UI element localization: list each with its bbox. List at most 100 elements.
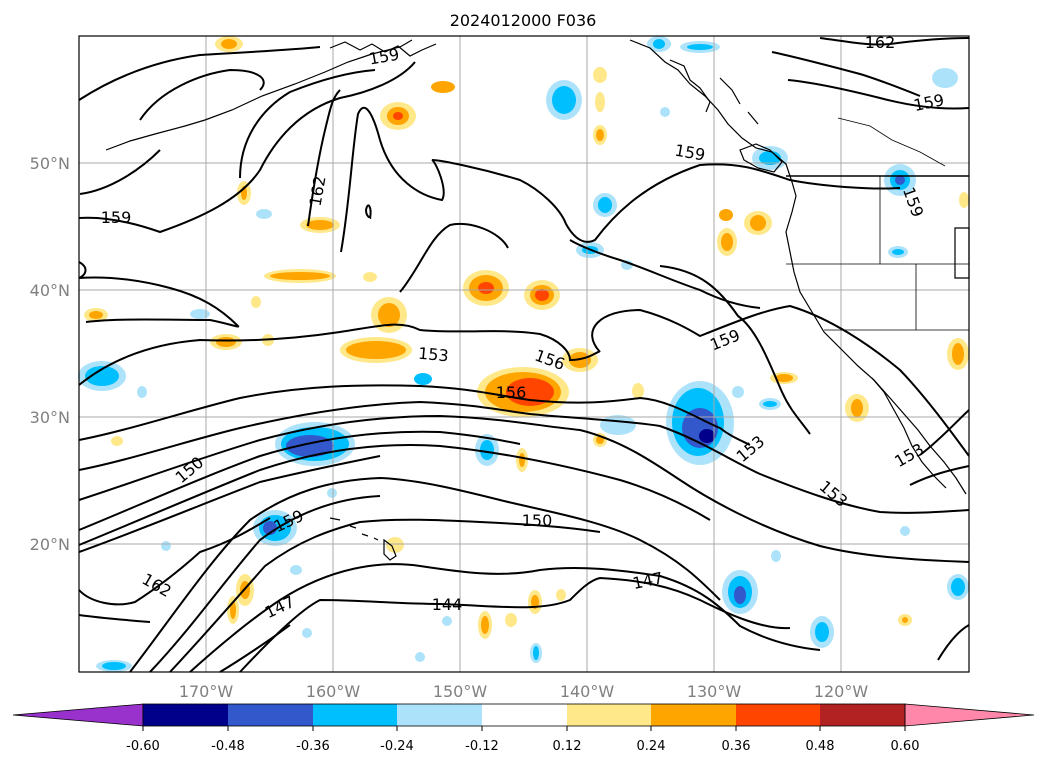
shade-warm	[89, 311, 103, 319]
colorbar-swatch	[482, 704, 567, 726]
hawaii-big-island	[383, 538, 397, 561]
contour-label: 144	[432, 595, 463, 614]
shade-warm	[478, 282, 494, 294]
shade-cold	[552, 86, 576, 114]
shade-cold	[327, 488, 337, 498]
colorbar-swatch	[397, 704, 482, 726]
contour-line	[239, 69, 376, 179]
shade-cold	[161, 541, 171, 551]
colorbar-tick-label: -0.36	[296, 739, 330, 754]
shade-warm	[306, 220, 334, 230]
shade-warm	[531, 595, 539, 609]
colorbar-swatch	[313, 704, 397, 726]
contour-line	[78, 614, 151, 623]
shade-cold	[102, 662, 126, 670]
shade-cold	[190, 309, 210, 319]
colorbar-swatch	[651, 704, 736, 726]
lat-label: 50°N	[30, 154, 70, 173]
shade-cold	[892, 249, 904, 255]
shade-cold	[290, 565, 302, 575]
colorbar-tick-label: -0.24	[380, 739, 414, 754]
colorbar-swatch	[820, 704, 905, 726]
lon-label: 120°W	[814, 682, 869, 701]
map-frame	[78, 35, 970, 673]
shade-warm	[593, 67, 607, 83]
contour-line	[78, 455, 381, 553]
contour-line	[78, 304, 970, 457]
shade-cold	[660, 107, 670, 117]
contour-line	[771, 51, 921, 97]
shade-cold	[302, 628, 312, 638]
contour-line	[787, 79, 970, 110]
shade-cold	[414, 373, 432, 385]
contour-line	[79, 149, 161, 195]
shade-warm	[721, 233, 733, 251]
colorbar-swatch	[228, 704, 313, 726]
shade-warm	[221, 39, 237, 49]
contour-line	[219, 624, 291, 673]
shade-warm	[719, 209, 733, 221]
lon-label: 140°W	[560, 682, 615, 701]
shade-cold	[598, 197, 612, 213]
shade-warm	[519, 453, 525, 467]
shade-warm	[230, 601, 236, 619]
lon-label: 160°W	[306, 682, 361, 701]
contour-line	[129, 476, 721, 673]
contour-line	[307, 89, 341, 227]
shade-warm	[363, 272, 377, 282]
colorbar-ticks	[142, 726, 906, 731]
colorbar-tick-label: 0.36	[722, 739, 751, 754]
contour-line	[819, 37, 970, 46]
contour-label: 150	[522, 511, 553, 530]
colorbar-tick-label: -0.12	[465, 739, 499, 754]
contour-line	[78, 46, 321, 101]
shade-warm	[251, 296, 261, 308]
shade-warm	[596, 129, 604, 141]
contour-line	[78, 276, 240, 328]
colorbar-tick-label: -0.60	[126, 739, 160, 754]
shade-warm	[775, 374, 793, 382]
aleutian-chain	[105, 39, 413, 151]
colorbar-swatch	[143, 704, 228, 726]
lat-label: 30°N	[30, 408, 70, 427]
shade-warm	[378, 303, 400, 327]
shade-cold	[682, 408, 718, 448]
map-title: 2024012000 F036	[450, 11, 597, 30]
contour-label: 162	[865, 33, 896, 52]
shade-cold	[900, 526, 910, 536]
lon-axis: 170°W 160°W 150°W 140°W 130°W 120°W	[179, 682, 869, 701]
colorbar-tick-label: 0.24	[637, 739, 666, 754]
shade-warm	[596, 436, 604, 444]
shade-warm	[902, 617, 908, 623]
contour-line	[78, 384, 751, 446]
shade-warm	[556, 589, 566, 601]
shade-cold	[699, 429, 715, 443]
shade-cold	[415, 652, 425, 662]
contour-line	[78, 444, 711, 546]
colorbar-extend-low	[12, 703, 144, 727]
contour-line	[78, 400, 970, 514]
lon-label: 170°W	[179, 682, 234, 701]
hawaii-chain	[329, 517, 379, 541]
lat-label: 20°N	[30, 535, 70, 554]
map-background	[79, 36, 969, 672]
colorbar-tick-labels: -0.60 -0.48 -0.36 -0.24 -0.12 0.12 0.24 …	[126, 739, 919, 754]
shade-cold	[951, 578, 965, 596]
state-borders	[786, 176, 969, 331]
shade-cold	[137, 386, 147, 398]
shade-cold	[600, 415, 636, 435]
colorbar-tick-label: -0.48	[211, 739, 245, 754]
shade-warm	[535, 289, 549, 301]
alaska-panhandle-islands	[669, 59, 759, 125]
lat-label: 40°N	[30, 281, 70, 300]
contour-line	[189, 563, 821, 673]
shade-cold	[653, 39, 665, 49]
shade-warm	[952, 343, 964, 365]
contour-label: 153	[417, 344, 449, 366]
contour-line	[937, 624, 970, 661]
contour-line	[659, 265, 811, 435]
shade-cold	[771, 550, 781, 562]
shade-warm	[851, 399, 863, 417]
alaska-peninsula	[329, 41, 437, 57]
shade-warm	[111, 436, 123, 446]
